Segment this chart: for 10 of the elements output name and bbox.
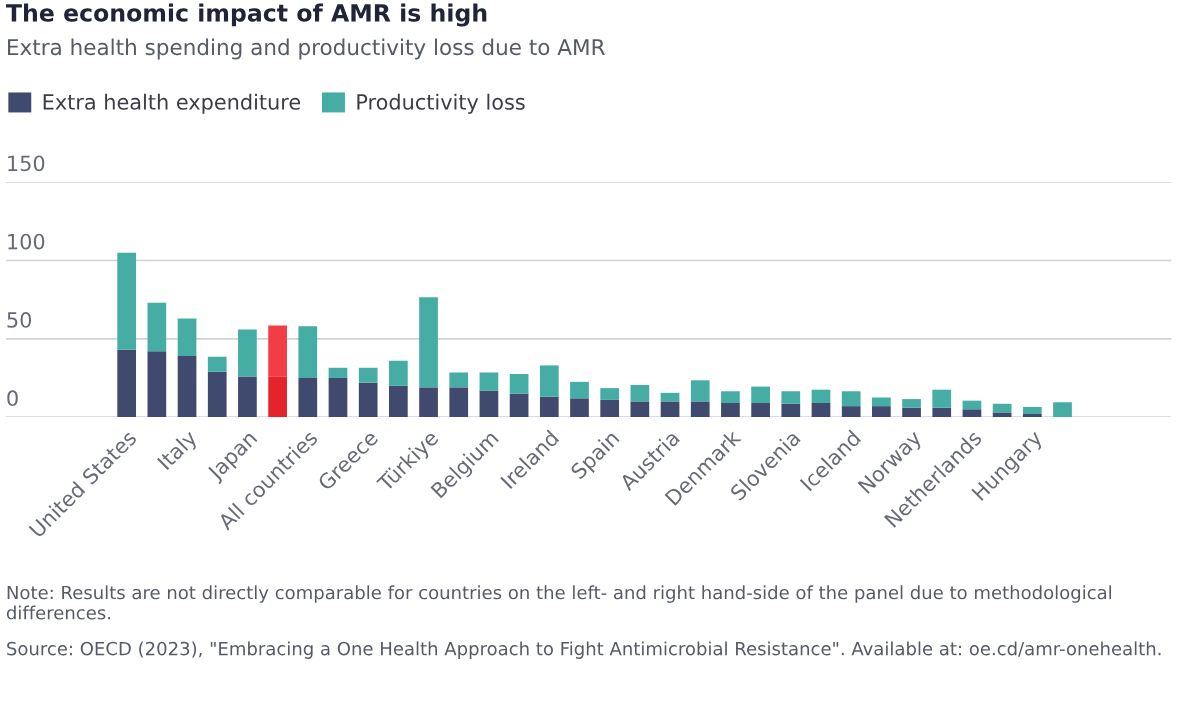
y-tick-label: 100 xyxy=(8,233,45,250)
text: Note: Results are not directly comparable for countries on the left- and right hand-side of the panel due to methodological differences. xyxy=(6,585,1112,620)
legend-label: Extra health expenditure xyxy=(43,93,301,114)
chart-title: The economic impact of AMR is high xyxy=(6,3,487,27)
source-note: Source: OECD (2023), "Embracing a One Health Approach to Fight Antimicrobial Resistance". Available at: oe.cd/amr-onehealth. xyxy=(7,641,1161,659)
legend-label: Productivity loss xyxy=(357,93,525,114)
y-tick-label: 150 xyxy=(8,155,45,172)
y-tick-label: 50 xyxy=(7,312,32,328)
y-tick-label: 0 xyxy=(7,390,18,407)
chart-subtitle: Extra health spending and productivity loss due to AMR xyxy=(8,38,605,60)
